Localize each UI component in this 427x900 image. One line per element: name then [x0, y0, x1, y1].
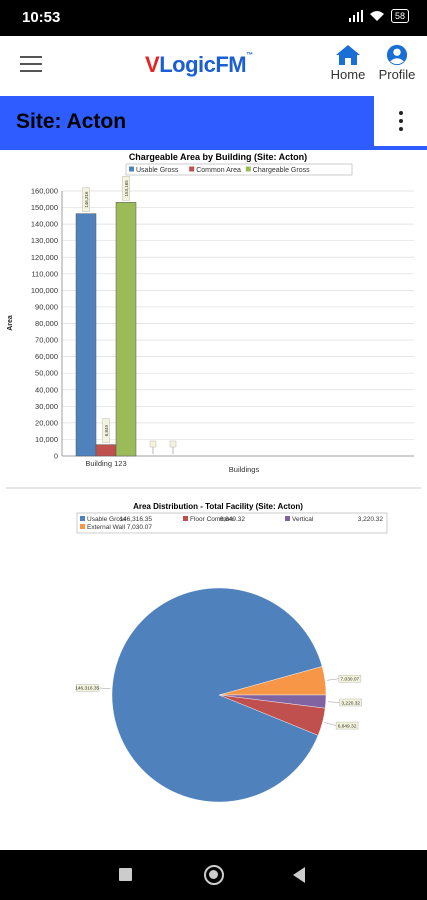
kebab-icon [398, 109, 403, 133]
status-icons: 58 [348, 9, 409, 23]
home-icon [336, 45, 360, 65]
y-tick-label: 20,000 [35, 418, 58, 427]
app-logo: VLogicFM™ [145, 52, 253, 77]
empty-data-label [169, 440, 177, 448]
bar-chart: Chargeable Area by Building (Site: Acton… [6, 152, 421, 489]
bar-chart-legend: Usable Gross Common Area Chargeable Gross [125, 163, 353, 176]
y-tick-label: 70,000 [35, 336, 58, 345]
pie-chart: Area Distribution - Total Facility (Site… [75, 502, 388, 803]
legend-box [125, 163, 353, 176]
pie-data-label: 3,220.32 [341, 700, 360, 706]
y-tick-label: 80,000 [35, 319, 58, 328]
home-label: Home [330, 67, 366, 82]
more-options-button[interactable] [374, 96, 427, 146]
pie-leader-line [98, 687, 111, 689]
pie-leader-line [327, 701, 340, 703]
legend-swatch [285, 516, 290, 521]
data-label-box [122, 176, 130, 201]
legend-value: 6,849.32 [220, 516, 246, 523]
app-header: VLogicFM™ Home Profile [0, 36, 427, 96]
pie-data-label: 7,030.07 [341, 676, 360, 682]
profile-label: Profile [378, 67, 416, 82]
legend-swatch [245, 166, 251, 172]
system-nav-bar [0, 850, 427, 900]
status-bar: 10:53 58 [0, 0, 427, 36]
y-tick-label: 150,000 [31, 203, 58, 212]
x-axis-label: Buildings [229, 465, 260, 474]
wifi-icon [369, 11, 384, 21]
bar-data-label: 146,316 [84, 191, 89, 208]
home-button[interactable]: Home [330, 44, 366, 82]
legend-label: Usable Gross [136, 167, 179, 174]
pie-chart-title: Area Distribution - Total Facility (Site… [133, 502, 303, 511]
legend-swatch [80, 524, 85, 529]
bar [115, 202, 137, 457]
data-label-box [102, 418, 110, 443]
y-tick-label: 60,000 [35, 352, 58, 361]
bar [75, 213, 97, 457]
y-tick-label: 50,000 [35, 369, 58, 378]
bar [95, 444, 117, 457]
back-button[interactable] [293, 867, 305, 883]
pie-data-label-box [338, 674, 362, 683]
legend-label: Chargeable Gross [253, 167, 310, 174]
legend-label: Floor Common [190, 516, 233, 523]
y-axis-label: Area [7, 315, 14, 331]
legend-swatch [80, 516, 85, 521]
pie-data-label-box [339, 698, 362, 707]
pie-data-label-box [335, 721, 359, 730]
pie-data-label: 146,316.35 [75, 686, 99, 692]
legend-swatch [189, 166, 195, 172]
y-tick-label: 10,000 [35, 435, 58, 444]
legend-swatch [129, 166, 134, 172]
legend-value: 146,316.35 [119, 516, 152, 523]
site-title: Site: Acton [16, 110, 127, 133]
legend-value: 7,030.07 [127, 524, 153, 531]
legend-value: 3,220.32 [358, 516, 384, 523]
y-tick-label: 30,000 [35, 402, 58, 411]
battery-icon: 58 [390, 9, 409, 23]
profile-button[interactable]: Profile [376, 44, 418, 82]
bar-data-label: 6,849 [104, 425, 109, 437]
legend-label: Vertical [292, 516, 314, 523]
recents-button[interactable] [119, 868, 132, 881]
legend-label: External Wall [87, 524, 126, 531]
legend-label: Usable Gross [87, 516, 127, 523]
data-label-box [82, 187, 90, 212]
empty-data-label [149, 440, 157, 448]
y-tick-label: 140,000 [31, 220, 58, 229]
pie-leader-line [324, 722, 337, 726]
x-category-label: Building 123 [85, 459, 126, 468]
legend-box [76, 512, 388, 534]
bar-chart-title: Chargeable Area by Building (Site: Acton… [129, 152, 307, 162]
legend-swatch [183, 516, 188, 521]
profile-icon [386, 44, 408, 66]
signal-icon [348, 10, 363, 22]
pie-data-label-box [76, 684, 99, 692]
status-time: 10:53 [22, 9, 61, 26]
y-tick-label: 120,000 [31, 253, 58, 262]
hamburger-menu-icon[interactable] [20, 56, 42, 74]
pie-slice [111, 587, 323, 803]
y-tick-label: 130,000 [31, 236, 58, 245]
pie-data-label: 6,849.32 [338, 723, 357, 729]
y-tick-label: 90,000 [35, 302, 58, 311]
legend-label: Common Area [196, 167, 241, 174]
dashboard-content: Chargeable Area by Building (Site: Acton… [0, 150, 427, 850]
system-home-button[interactable] [204, 865, 224, 885]
y-tick-label: 40,000 [35, 385, 58, 394]
y-tick-label: 0 [54, 452, 58, 461]
y-tick-label: 160,000 [31, 187, 58, 196]
bar-data-label: 153,165 [124, 180, 129, 197]
y-tick-label: 110,000 [31, 269, 58, 278]
pie-leader-line [326, 678, 339, 681]
y-tick-label: 100,000 [31, 286, 58, 295]
site-bar: Site: Acton [0, 96, 427, 150]
